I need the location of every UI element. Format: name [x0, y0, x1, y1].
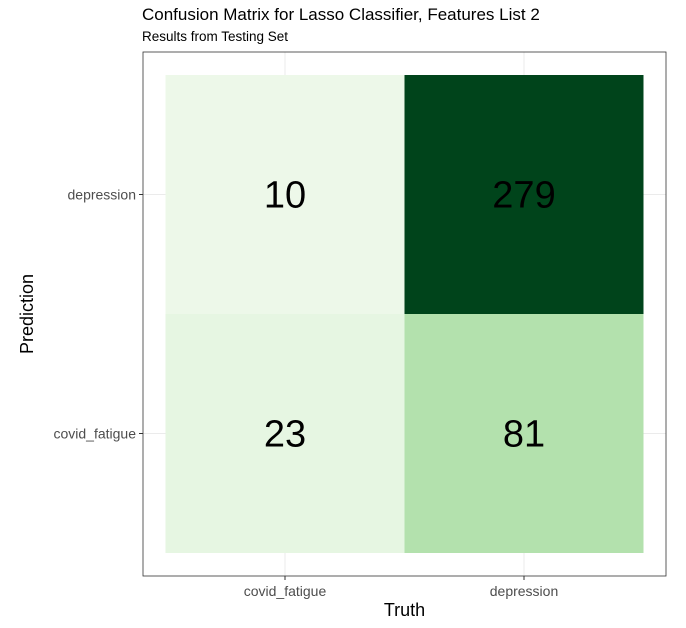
- heatmap-cell: [165, 314, 405, 553]
- x-tick-label: covid_fatigue: [244, 583, 327, 599]
- chart-subtitle: Results from Testing Set: [142, 29, 289, 44]
- x-tick-label: depression: [490, 583, 559, 599]
- y-axis-title: Prediction: [17, 274, 37, 354]
- y-tick-label: covid_fatigue: [53, 426, 136, 442]
- cell-value-label: 279: [492, 175, 555, 217]
- heatmap-cell: [165, 75, 405, 314]
- cell-value-label: 10: [264, 175, 306, 217]
- heatmap-cells: [165, 75, 644, 553]
- chart-title: Confusion Matrix for Lasso Classifier, F…: [142, 5, 540, 24]
- heatmap-cell: [404, 314, 644, 553]
- panel-border: [142, 51, 667, 577]
- heatmap-cell: [404, 75, 644, 314]
- cell-value-labels: 10 279 23 81: [264, 175, 556, 456]
- axes: covid_fatigue depressioncovid_fatiguedepr…: [53, 187, 558, 600]
- cell-value-label: 23: [264, 414, 306, 456]
- cell-value-label: 81: [503, 414, 545, 456]
- y-tick-label: depression: [68, 187, 137, 203]
- x-axis-title: Truth: [384, 600, 425, 620]
